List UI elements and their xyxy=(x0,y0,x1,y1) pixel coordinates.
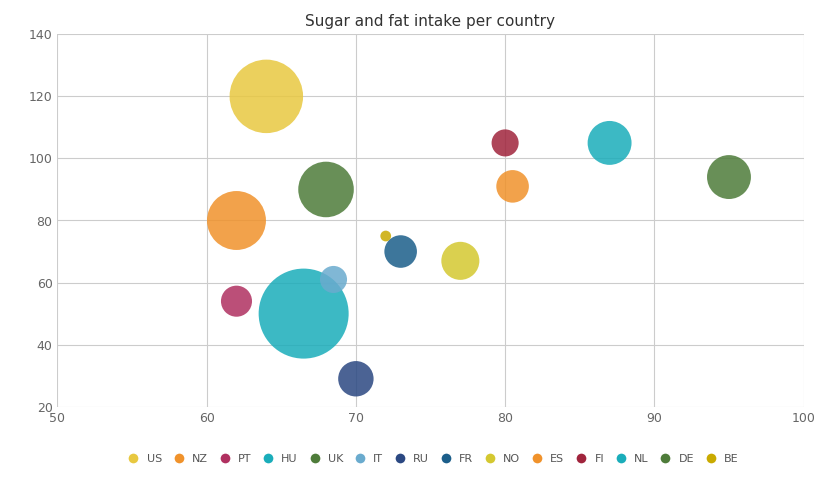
Point xyxy=(349,375,362,383)
Point xyxy=(260,93,273,100)
Point xyxy=(327,275,340,283)
Point xyxy=(319,186,333,194)
Point xyxy=(229,297,242,305)
Point xyxy=(296,310,310,318)
Title: Sugar and fat intake per country: Sugar and fat intake per country xyxy=(305,14,554,29)
Point xyxy=(505,182,518,190)
Point xyxy=(602,139,615,147)
Point xyxy=(229,217,242,224)
Legend: US, NZ, PT, HU, UK, IT, RU, FR, NO, ES, FI, NL, DE, BE: US, NZ, PT, HU, UK, IT, RU, FR, NO, ES, … xyxy=(118,449,742,468)
Point xyxy=(394,247,407,255)
Point xyxy=(722,173,735,181)
Point xyxy=(378,232,391,240)
Point xyxy=(498,139,511,147)
Point xyxy=(453,257,466,265)
